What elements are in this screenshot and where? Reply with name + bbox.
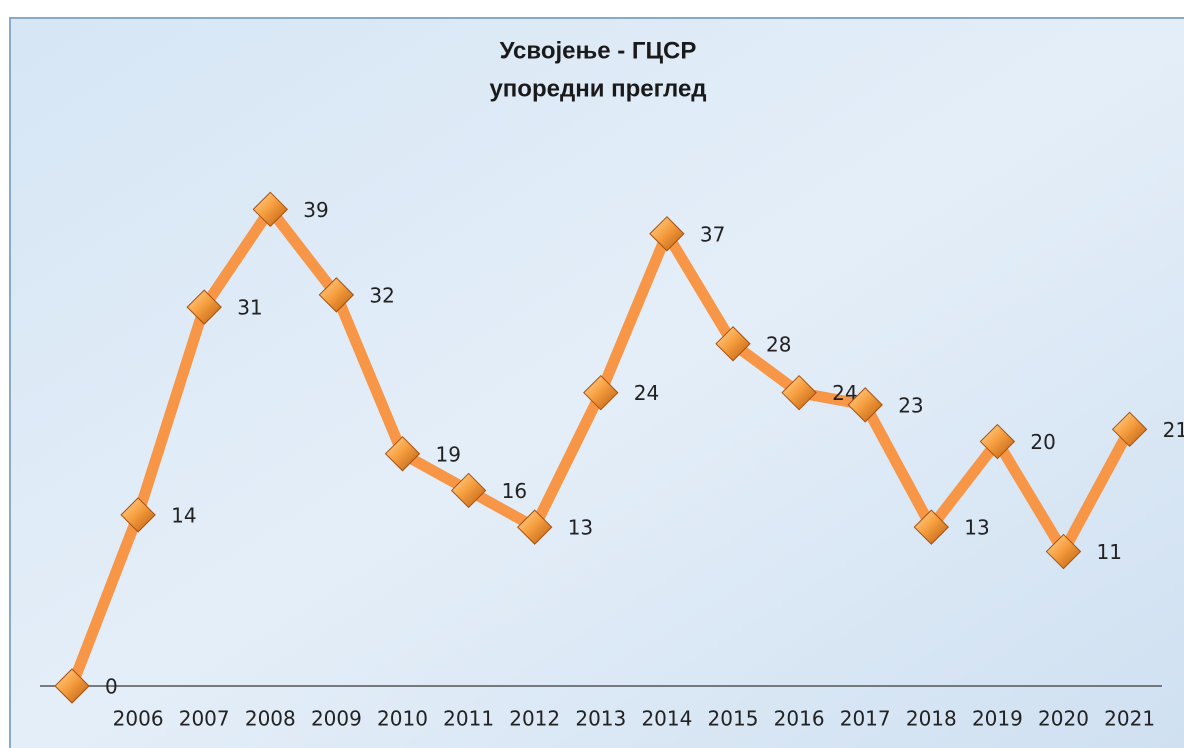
data-label: 0 xyxy=(105,675,118,699)
data-point xyxy=(450,472,487,509)
chart-subtitle: упоредни преглед xyxy=(489,75,706,102)
x-tick-label: 2016 xyxy=(774,707,825,731)
x-tick-label: 2014 xyxy=(641,707,692,731)
data-point xyxy=(781,374,817,411)
data-label: 31 xyxy=(237,296,262,320)
data-point xyxy=(913,509,950,545)
data-label: 32 xyxy=(369,283,394,307)
data-point xyxy=(1045,533,1082,570)
x-tick-label: 2011 xyxy=(443,707,494,731)
data-point xyxy=(583,374,619,411)
data-label: 28 xyxy=(766,332,791,356)
data-point xyxy=(979,423,1016,460)
data-label: 39 xyxy=(303,198,328,222)
chart-title: Усвојење - ГЦСР xyxy=(500,37,697,64)
data-label: 23 xyxy=(898,393,923,417)
data-point xyxy=(54,668,90,704)
data-label: 13 xyxy=(568,516,593,540)
data-label: 37 xyxy=(700,222,725,246)
x-tick-label: 2006 xyxy=(113,707,164,731)
data-label: 24 xyxy=(634,381,659,405)
data-point xyxy=(186,289,222,325)
x-tick-label: 2007 xyxy=(179,707,230,731)
data-label: 14 xyxy=(171,503,196,527)
data-point xyxy=(715,326,751,362)
data-label: 21 xyxy=(1163,418,1184,442)
x-tick-label: 2013 xyxy=(575,707,626,731)
data-label: 20 xyxy=(1030,430,1055,454)
x-tick-label: 2020 xyxy=(1038,707,1089,731)
x-tick-label: 2008 xyxy=(245,707,296,731)
x-tick-label: 2018 xyxy=(906,707,957,731)
data-point xyxy=(1111,411,1148,448)
data-label: 13 xyxy=(964,516,989,540)
data-label: 11 xyxy=(1097,540,1122,564)
x-tick-label: 2010 xyxy=(377,707,428,731)
data-point xyxy=(847,387,883,423)
x-tick-label: 2017 xyxy=(840,707,891,731)
x-tick-label: 2021 xyxy=(1104,707,1155,731)
x-tick-label: 2019 xyxy=(972,707,1023,731)
data-point xyxy=(516,509,553,545)
x-tick-label: 2009 xyxy=(311,707,362,731)
data-label: 16 xyxy=(502,479,527,503)
data-point xyxy=(384,436,421,472)
data-label: 19 xyxy=(436,442,461,466)
x-tick-label: 2015 xyxy=(708,707,759,731)
data-point xyxy=(252,191,289,228)
data-point xyxy=(318,277,355,313)
x-tick-label: 2012 xyxy=(509,707,560,731)
data-point xyxy=(649,216,685,252)
data-point xyxy=(120,497,156,533)
